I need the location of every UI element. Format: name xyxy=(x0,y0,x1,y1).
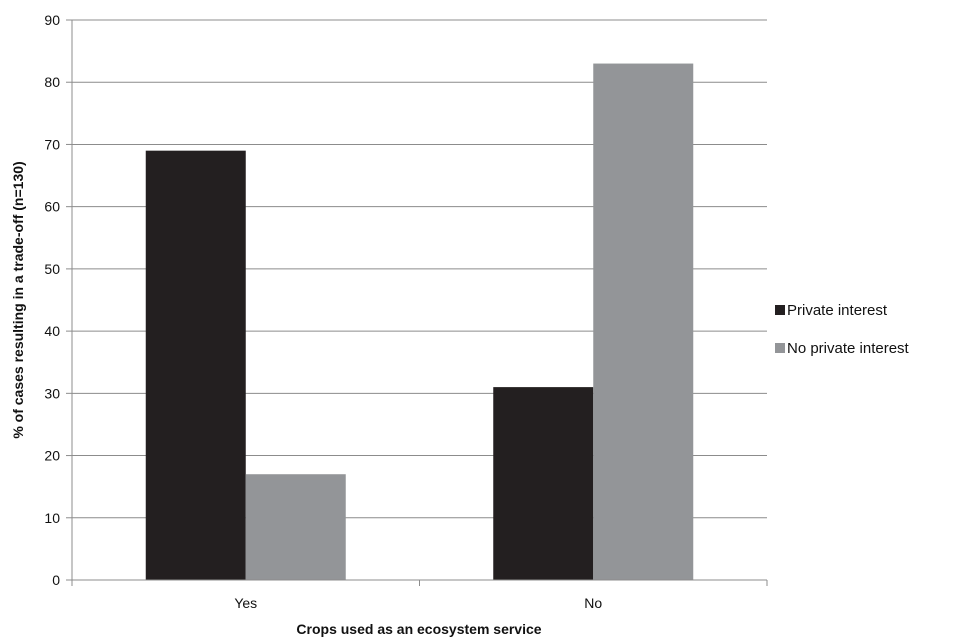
y-tick-label: 80 xyxy=(44,74,60,90)
bar-private-interest-no xyxy=(493,387,594,580)
axes xyxy=(66,19,768,586)
y-tick-labels: 0 10 20 30 40 50 60 70 80 90 xyxy=(44,12,60,588)
legend-swatch xyxy=(775,343,785,353)
y-tick-label: 0 xyxy=(52,572,60,588)
legend: Private interest No private interest xyxy=(775,302,910,357)
legend-label: No private interest xyxy=(787,340,910,357)
y-tick-label: 60 xyxy=(44,199,60,215)
x-axis-title: Crops used as an ecosystem service xyxy=(296,621,541,637)
y-tick-label: 90 xyxy=(44,12,60,28)
x-tick-labels: Yes No xyxy=(234,595,602,611)
bar-no-private-interest-no xyxy=(593,63,694,581)
y-tick-label: 40 xyxy=(44,323,60,339)
y-tick-label: 50 xyxy=(44,261,60,277)
x-tick-label: Yes xyxy=(234,595,257,611)
y-tick-label: 20 xyxy=(44,448,60,464)
y-tick-label: 30 xyxy=(44,385,60,401)
legend-swatch xyxy=(775,305,785,315)
bar-private-interest-yes xyxy=(145,150,246,580)
legend-label: Private interest xyxy=(787,302,888,319)
y-tick-label: 10 xyxy=(44,510,60,526)
y-tick-label: 70 xyxy=(44,136,60,152)
x-tick-label: No xyxy=(584,595,602,611)
bar-no-private-interest-yes xyxy=(245,474,346,580)
bars xyxy=(145,63,694,581)
y-axis-title: % of cases resulting in a trade-off (n=1… xyxy=(10,161,26,438)
